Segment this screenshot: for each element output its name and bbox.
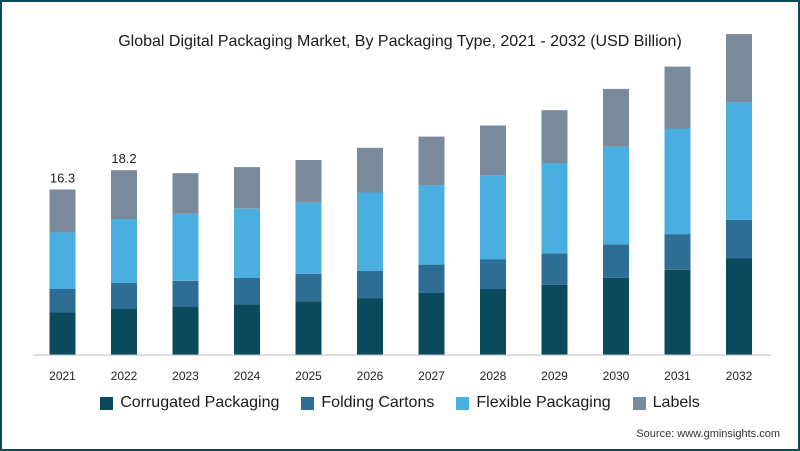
bar-2025-flexible-packaging [295, 202, 322, 274]
bar-2029-flexible-packaging [541, 163, 568, 254]
bar-2023-folding-cartons [172, 280, 199, 307]
bar-2028-corrugated-packaging [480, 289, 506, 355]
bar-2032-corrugated-packaging [726, 258, 752, 355]
legend-swatch [456, 396, 470, 410]
x-tick-label: 2021 [49, 369, 76, 383]
bar-2031-folding-cartons [664, 234, 691, 270]
bar-2028-flexible-packaging [480, 175, 506, 260]
legend-item: Corrugated Packaging [100, 394, 279, 412]
bar-2026-labels [357, 147, 383, 193]
bar-2024-folding-cartons [234, 277, 260, 305]
bar-2022-flexible-packaging [111, 218, 137, 283]
bar-2027-folding-cartons [418, 264, 445, 293]
bar-2023-labels [172, 173, 199, 214]
source-note: Source: www.gminsights.com [636, 428, 780, 440]
bar-2028-labels [480, 125, 506, 176]
bar-2022-folding-cartons [111, 282, 137, 309]
bar-2030-corrugated-packaging [603, 277, 629, 355]
bar-2025-labels [295, 160, 322, 203]
legend: Corrugated Packaging Folding Cartons Flexi… [0, 392, 800, 414]
bar-2028-folding-cartons [480, 259, 506, 289]
bar-2030-labels [603, 88, 629, 147]
bar-2022-corrugated-packaging [111, 308, 137, 355]
bar-2023-corrugated-packaging [172, 306, 199, 356]
legend-label: Corrugated Packaging [120, 394, 280, 411]
x-tick-label: 2030 [603, 369, 630, 383]
x-tick-label: 2024 [234, 369, 261, 383]
bar-2026-corrugated-packaging [357, 298, 383, 355]
bar-2031-flexible-packaging [664, 128, 691, 235]
bar-2032-folding-cartons [726, 219, 752, 259]
bar-2029-labels [541, 110, 568, 163]
legend-swatch [301, 396, 315, 410]
bar-2024-labels [234, 167, 260, 209]
bar-2026-flexible-packaging [357, 192, 383, 271]
bar-2030-folding-cartons [603, 244, 629, 278]
legend-item: Labels [632, 394, 700, 412]
bar-2027-flexible-packaging [418, 185, 445, 265]
bar-2027-corrugated-packaging [418, 293, 445, 355]
bar-2025-corrugated-packaging [295, 301, 322, 355]
legend-label: Flexible Packaging [476, 394, 611, 411]
bar-2029-folding-cartons [541, 253, 568, 285]
bar-2025-folding-cartons [295, 273, 322, 302]
x-tick-label: 2032 [726, 369, 753, 383]
bars-layer [49, 34, 752, 356]
x-tick-label: 2028 [480, 369, 507, 383]
x-tick-label: 2026 [357, 369, 384, 383]
bar-2026-folding-cartons [357, 270, 383, 299]
legend-label: Labels [652, 394, 700, 411]
data-labels: 16.3 18.2 [50, 151, 137, 185]
x-tick-labels: 2021 2022 2023 2024 2025 2026 2027 2028 2029 2030… [49, 369, 753, 383]
bar-2032-labels [726, 34, 752, 103]
bar-2021-folding-cartons [49, 289, 76, 313]
bar-2023-flexible-packaging [172, 213, 199, 281]
legend-label: Folding Cartons [321, 394, 435, 411]
data-label-2022: 18.2 [111, 151, 136, 166]
bar-2021-corrugated-packaging [49, 312, 76, 355]
bar-2021-labels [49, 189, 76, 233]
x-tick-label: 2023 [172, 369, 199, 383]
legend-swatch [100, 396, 114, 410]
legend-swatch [632, 396, 646, 410]
bar-2022-labels [111, 170, 137, 219]
bar-2031-labels [664, 66, 691, 129]
bar-2032-flexible-packaging [726, 102, 752, 220]
legend-item: Flexible Packaging [456, 394, 611, 412]
x-tick-label: 2029 [541, 369, 568, 383]
data-label-2021: 16.3 [50, 170, 75, 185]
bar-2024-corrugated-packaging [234, 304, 260, 355]
bar-2021-flexible-packaging [49, 232, 76, 289]
x-tick-label: 2025 [295, 369, 322, 383]
bar-2029-corrugated-packaging [541, 284, 568, 355]
bar-2031-corrugated-packaging [664, 269, 691, 355]
bar-2024-flexible-packaging [234, 208, 260, 278]
bar-2027-labels [418, 136, 445, 186]
x-tick-label: 2031 [664, 369, 691, 383]
legend-item: Folding Cartons [301, 394, 434, 412]
chart-title: Global Digital Packaging Market, By Pack… [118, 33, 682, 50]
bar-2030-flexible-packaging [603, 146, 629, 245]
x-tick-label: 2027 [418, 369, 445, 383]
x-tick-label: 2022 [111, 369, 138, 383]
